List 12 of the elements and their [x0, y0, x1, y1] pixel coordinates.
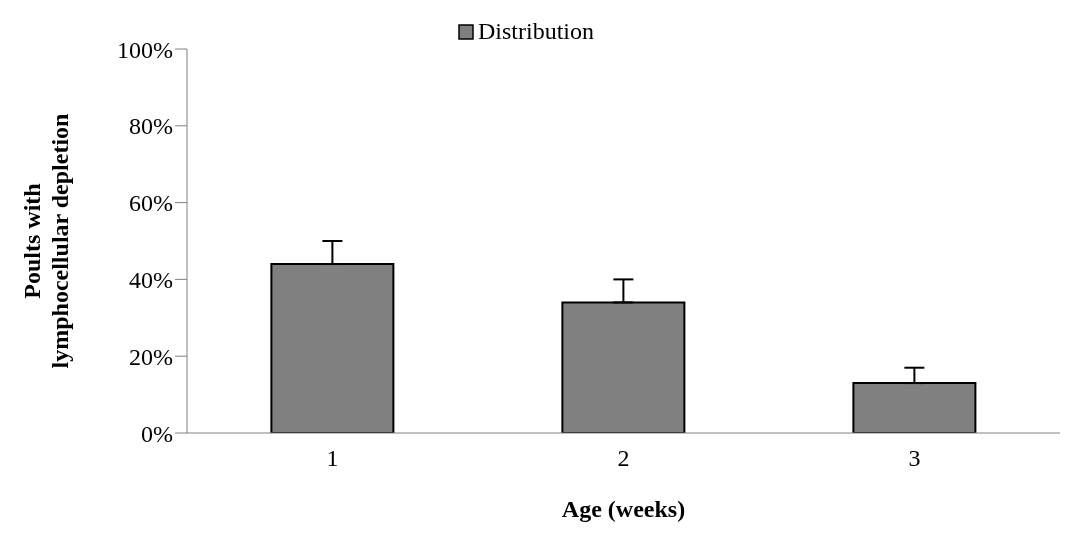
y-axis-title: Poults with lymphocellular depletion [19, 113, 73, 369]
x-tick-label: 1 [326, 445, 339, 472]
x-tick-label: 3 [908, 445, 921, 472]
y-tick-label: 100% [117, 36, 173, 63]
legend-label: Distribution [477, 18, 594, 45]
y-tick-label: 40% [129, 266, 173, 293]
y-tick-label: 0% [141, 420, 173, 447]
x-tick-label: 2 [617, 445, 630, 472]
y-tick-label: 80% [129, 113, 173, 140]
x-axis-title: Age (weeks) [561, 496, 686, 522]
y-tick-label: 20% [129, 343, 173, 370]
y-tick-label: 60% [129, 190, 173, 217]
